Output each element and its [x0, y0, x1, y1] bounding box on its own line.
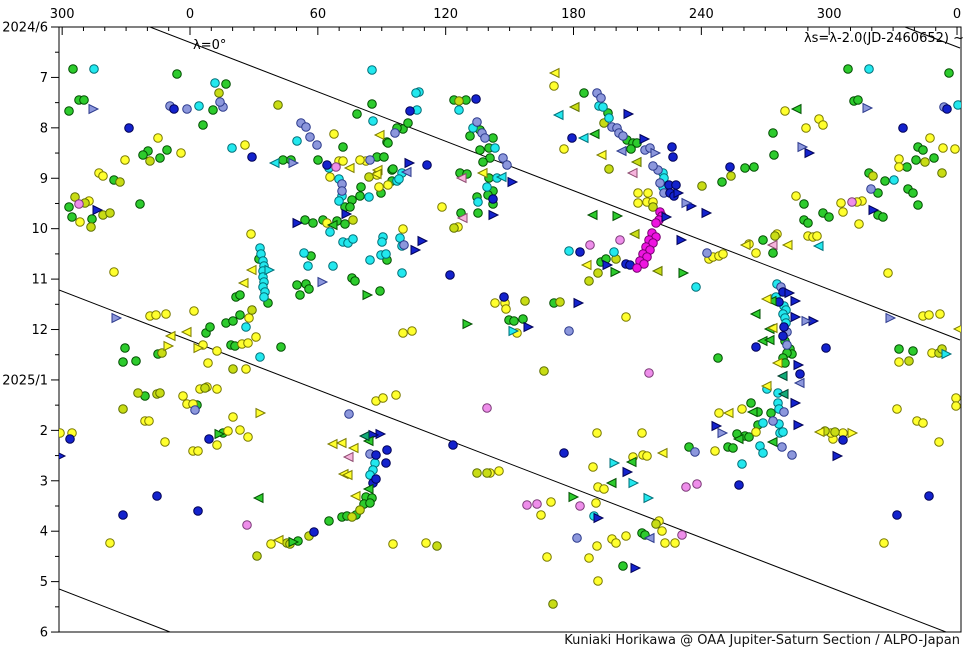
- y-axis-tick-label: 4: [40, 525, 48, 540]
- x-axis-tick-label: 300: [50, 7, 75, 22]
- x-axis-tick-label: 300: [817, 7, 842, 22]
- series-blue-triangle-right: [59, 108, 880, 574]
- x-axis-tick-label: 120: [433, 7, 458, 22]
- y-axis-tick-label: 12: [31, 323, 48, 338]
- series-periwinkle-triangle-left: [400, 145, 805, 544]
- series-yellow-triangle-left: [164, 67, 961, 546]
- series-cyan-triangle-left: [268, 109, 824, 252]
- y-axis-tick-label: 2024/6: [2, 21, 48, 36]
- y-axis-tick-label: 8: [40, 121, 48, 136]
- series-teal-triangle-left: [358, 370, 789, 442]
- y-axis-tick-label: 2: [40, 424, 48, 439]
- y-axis-tick-label: 5: [40, 575, 48, 590]
- y-axis-tick-label: 10: [31, 222, 48, 237]
- series-yellow-circle: [59, 81, 961, 586]
- x-axis-tick-label: 0: [953, 7, 961, 22]
- series-blue-circle: [65, 94, 952, 537]
- series-green-circle: [64, 64, 954, 571]
- data-points: [59, 64, 961, 609]
- y-axis-tick-label: 9: [40, 172, 48, 187]
- lambda-s-equation-label: λs=λ-2.0(JD-2460652) ~: [803, 31, 964, 46]
- y-axis-tick-label: 11: [31, 273, 48, 288]
- series-cyan-circle: [89, 64, 961, 521]
- series-magenta-circle: [632, 207, 667, 273]
- series-pink-triangle-left: [342, 167, 778, 463]
- x-axis-tick-label: 0: [186, 7, 194, 22]
- series-periwinkle-circle: [165, 88, 949, 543]
- y-axis-tick-label: 2025/1: [2, 373, 48, 388]
- series-periwinkle-triangle-right: [88, 102, 897, 439]
- x-axis-tick-label: 240: [689, 7, 714, 22]
- y-axis-tick-label: 7: [40, 71, 48, 86]
- y-axis-tick-label: 6: [40, 626, 48, 641]
- x-axis-tick-label: 60: [310, 7, 327, 22]
- lambda-zero-line-label: λ=0°: [193, 38, 227, 53]
- series-cyan-triangle-right: [264, 264, 953, 504]
- credit-text: Kuniaki Horikawa @ OAA Jupiter-Saturn Se…: [564, 633, 960, 648]
- y-axis-tick-label: 3: [40, 474, 48, 489]
- series-green-triangle-right: [214, 210, 690, 548]
- series-yellowgreen-triangle-left: [568, 101, 663, 277]
- series-violet-circle: [74, 162, 857, 540]
- x-axis-tick-label: 180: [561, 7, 586, 22]
- series-yellow-triangle-right: [163, 340, 859, 439]
